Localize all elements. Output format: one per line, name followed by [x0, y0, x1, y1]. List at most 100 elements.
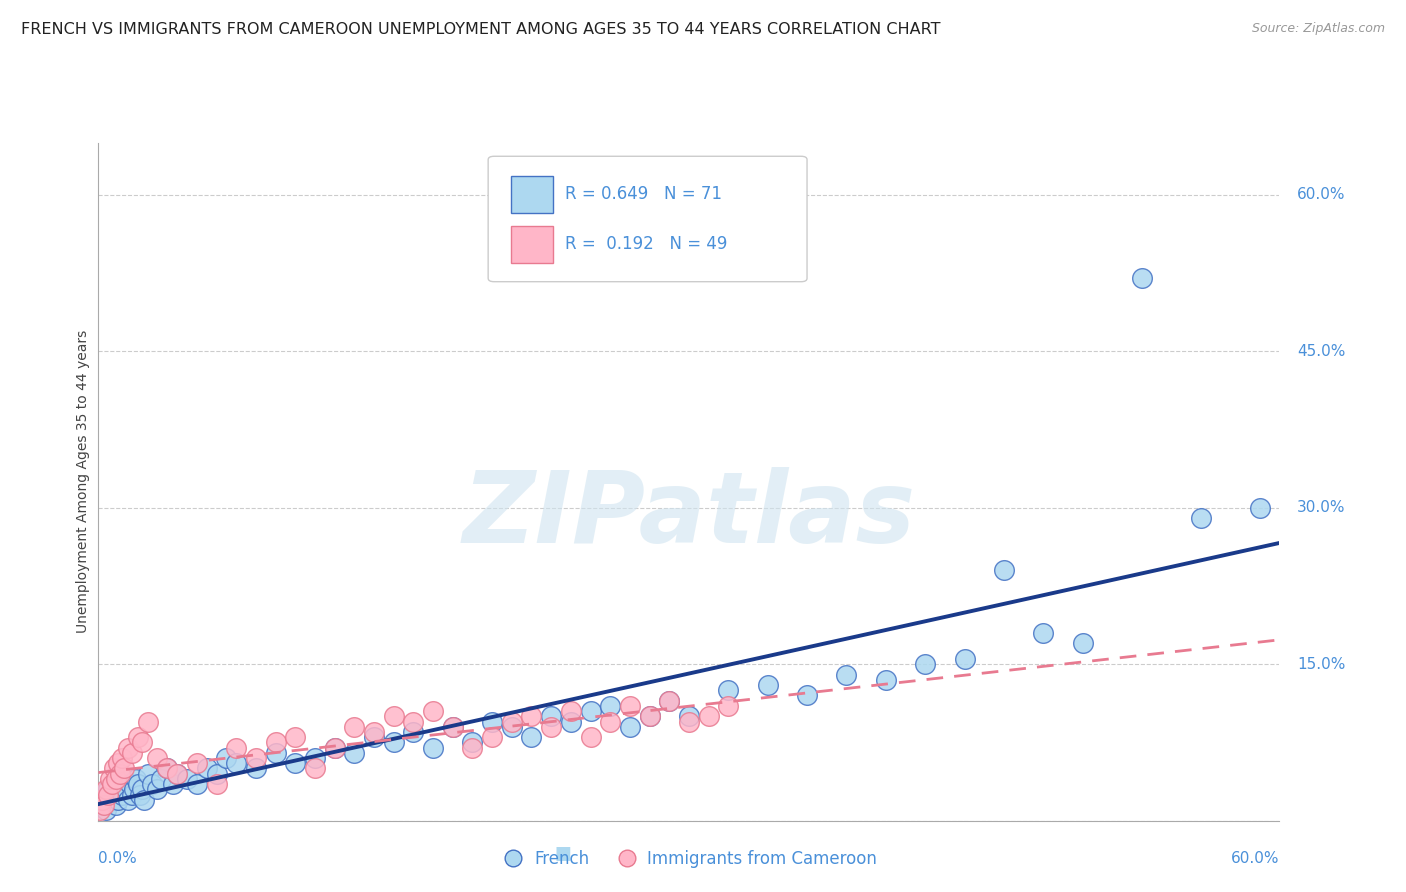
Text: FRENCH VS IMMIGRANTS FROM CAMEROON UNEMPLOYMENT AMONG AGES 35 TO 44 YEARS CORREL: FRENCH VS IMMIGRANTS FROM CAMEROON UNEMP… — [21, 22, 941, 37]
Point — [835, 667, 858, 681]
Point — [284, 730, 307, 744]
Point — [638, 709, 661, 723]
Point — [127, 730, 149, 744]
Point — [101, 793, 124, 807]
Text: ▪: ▪ — [553, 838, 572, 866]
Point — [103, 777, 125, 791]
Point — [111, 788, 134, 802]
Point — [121, 746, 143, 760]
Point — [1189, 511, 1212, 525]
Point — [363, 730, 385, 744]
Point — [304, 762, 326, 776]
Point — [796, 689, 818, 703]
Point — [560, 704, 582, 718]
Point — [225, 756, 247, 771]
Point — [422, 740, 444, 755]
Point — [501, 714, 523, 729]
Point — [658, 694, 681, 708]
Point — [264, 735, 287, 749]
Point — [176, 772, 198, 786]
Point — [343, 746, 366, 760]
Point — [245, 762, 267, 776]
Point — [441, 720, 464, 734]
Point — [599, 698, 621, 713]
Point — [121, 788, 143, 802]
Point — [112, 772, 135, 786]
Point — [284, 756, 307, 771]
Point — [146, 782, 169, 797]
Point — [1130, 271, 1153, 285]
Point — [156, 762, 179, 776]
Point — [107, 756, 129, 771]
Point — [461, 740, 484, 755]
Point — [953, 652, 976, 666]
Point — [481, 730, 503, 744]
Point — [128, 788, 150, 802]
Point — [678, 714, 700, 729]
Point — [264, 746, 287, 760]
Point — [117, 793, 139, 807]
FancyBboxPatch shape — [488, 156, 807, 282]
Point — [363, 725, 385, 739]
Point — [127, 777, 149, 791]
Point — [540, 720, 562, 734]
Point — [619, 720, 641, 734]
Point — [111, 751, 134, 765]
Point — [96, 782, 118, 797]
Point — [131, 735, 153, 749]
Point — [186, 777, 208, 791]
Text: R = 0.649   N = 71: R = 0.649 N = 71 — [565, 186, 721, 203]
Point — [993, 563, 1015, 577]
Point — [343, 720, 366, 734]
Y-axis label: Unemployment Among Ages 35 to 44 years: Unemployment Among Ages 35 to 44 years — [76, 330, 90, 633]
Point — [166, 766, 188, 780]
Point — [97, 782, 120, 797]
Legend: French, Immigrants from Cameroon: French, Immigrants from Cameroon — [494, 844, 884, 875]
Point — [150, 772, 173, 786]
Point — [205, 777, 228, 791]
Point — [481, 714, 503, 729]
Point — [146, 751, 169, 765]
Point — [98, 788, 121, 802]
Point — [162, 777, 184, 791]
Point — [141, 777, 163, 791]
Point — [717, 698, 740, 713]
Point — [117, 740, 139, 755]
Point — [697, 709, 720, 723]
Point — [678, 709, 700, 723]
Point — [122, 782, 145, 797]
Point — [136, 714, 159, 729]
Text: ZIPatlas: ZIPatlas — [463, 467, 915, 564]
Text: 60.0%: 60.0% — [1232, 851, 1279, 866]
Point — [501, 720, 523, 734]
Point — [875, 673, 897, 687]
Point — [1249, 500, 1271, 515]
Point — [125, 772, 148, 786]
Point — [225, 740, 247, 755]
Text: 0.0%: 0.0% — [98, 851, 138, 866]
Point — [579, 704, 602, 718]
Point — [107, 793, 129, 807]
Point — [132, 793, 155, 807]
Text: R =  0.192   N = 49: R = 0.192 N = 49 — [565, 235, 727, 253]
Point — [166, 766, 188, 780]
Bar — [510, 176, 553, 213]
Point — [91, 793, 114, 807]
Point — [105, 772, 128, 786]
Point — [195, 762, 218, 776]
Point — [105, 797, 128, 812]
Point — [599, 714, 621, 729]
Point — [717, 683, 740, 698]
Point — [382, 709, 405, 723]
Point — [215, 751, 238, 765]
Point — [93, 793, 115, 807]
Point — [131, 782, 153, 797]
Point — [1071, 636, 1094, 650]
Point — [98, 772, 121, 786]
Point — [91, 797, 114, 812]
Text: Source: ZipAtlas.com: Source: ZipAtlas.com — [1251, 22, 1385, 36]
Point — [540, 709, 562, 723]
Point — [520, 730, 543, 744]
Point — [108, 782, 131, 797]
Point — [658, 694, 681, 708]
